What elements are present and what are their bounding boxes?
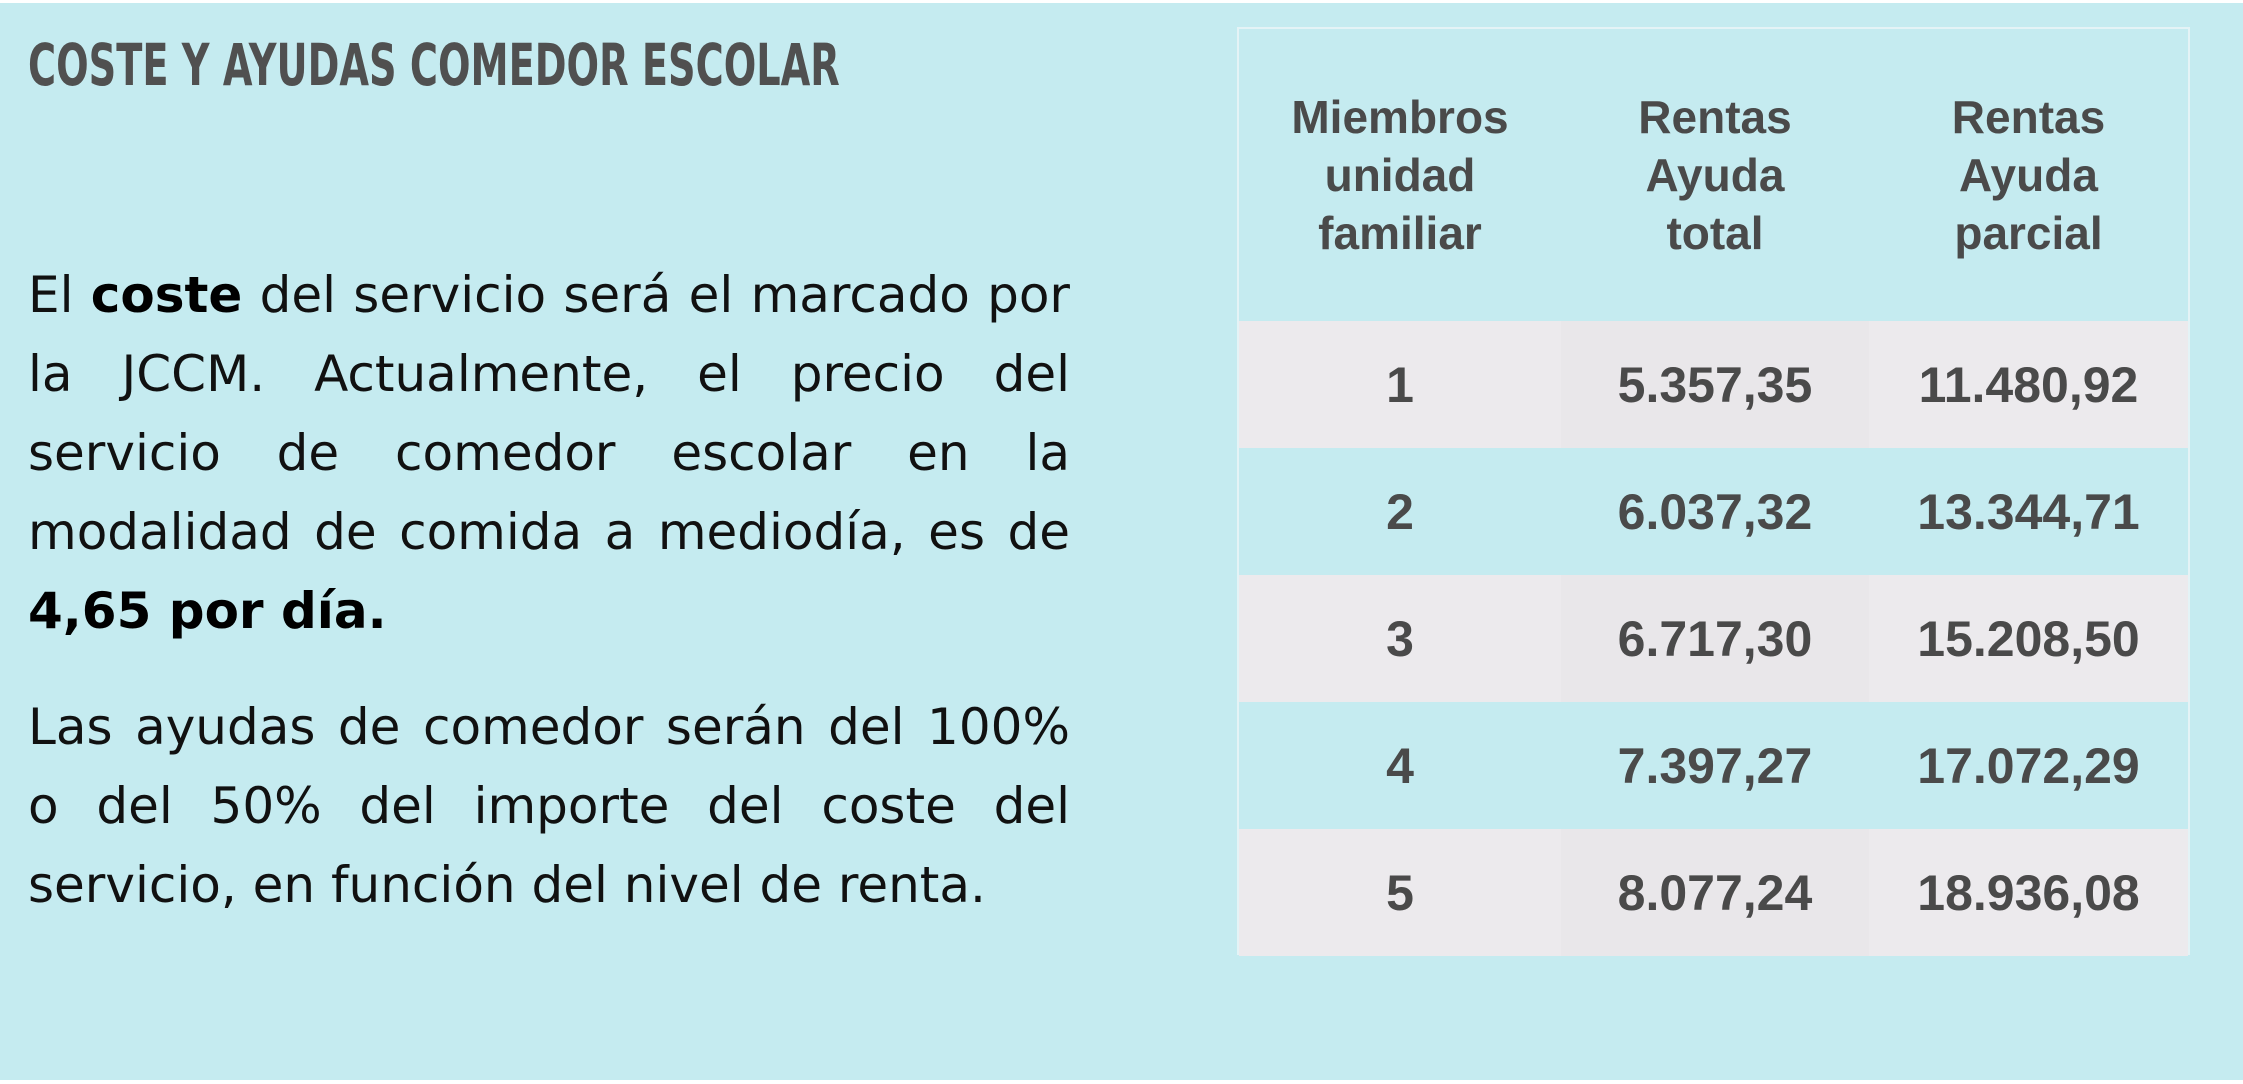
partial-aid-cell: 11.480,92 bbox=[1869, 321, 2188, 448]
total-aid-cell: 6.037,32 bbox=[1561, 448, 1869, 575]
header-total-aid: Rentas Ayuda total bbox=[1561, 29, 1869, 321]
price-emphasis: 4,65 por día. bbox=[28, 582, 387, 640]
income-thresholds-table: Miembros unidad familiar Rentas Ayuda to… bbox=[1239, 29, 2188, 956]
table-row: 1 5.357,35 11.480,92 bbox=[1239, 321, 2188, 448]
members-cell: 3 bbox=[1239, 575, 1561, 702]
total-aid-cell: 5.357,35 bbox=[1561, 321, 1869, 448]
header-members: Miembros unidad familiar bbox=[1239, 29, 1561, 321]
table-row: 2 6.037,32 13.344,71 bbox=[1239, 448, 2188, 575]
partial-aid-cell: 17.072,29 bbox=[1869, 702, 2188, 829]
partial-aid-cell: 18.936,08 bbox=[1869, 829, 2188, 956]
total-aid-cell: 8.077,24 bbox=[1561, 829, 1869, 956]
table-row: 4 7.397,27 17.072,29 bbox=[1239, 702, 2188, 829]
members-cell: 5 bbox=[1239, 829, 1561, 956]
partial-aid-cell: 13.344,71 bbox=[1869, 448, 2188, 575]
header-partial-aid: Rentas Ayuda parcial bbox=[1869, 29, 2188, 321]
members-cell: 1 bbox=[1239, 321, 1561, 448]
cost-text-1: El bbox=[28, 266, 91, 324]
page-title: COSTE Y AYUDAS COMEDOR ESCOLAR bbox=[28, 25, 840, 105]
cost-paragraph: El coste del servicio será el marcado po… bbox=[28, 256, 1070, 651]
table-row: 5 8.077,24 18.936,08 bbox=[1239, 829, 2188, 956]
total-aid-cell: 7.397,27 bbox=[1561, 702, 1869, 829]
table-header-row: Miembros unidad familiar Rentas Ayuda to… bbox=[1239, 29, 2188, 321]
partial-aid-cell: 15.208,50 bbox=[1869, 575, 2188, 702]
table-row: 3 6.717,30 15.208,50 bbox=[1239, 575, 2188, 702]
slide: COSTE Y AYUDAS COMEDOR ESCOLAR El coste … bbox=[0, 3, 2243, 1080]
members-cell: 4 bbox=[1239, 702, 1561, 829]
income-table-container: Miembros unidad familiar Rentas Ayuda to… bbox=[1237, 27, 2190, 955]
aid-paragraph: Las ayudas de comedor serán del 100% o d… bbox=[28, 688, 1070, 925]
cost-emphasis: coste bbox=[91, 266, 243, 324]
members-cell: 2 bbox=[1239, 448, 1561, 575]
total-aid-cell: 6.717,30 bbox=[1561, 575, 1869, 702]
